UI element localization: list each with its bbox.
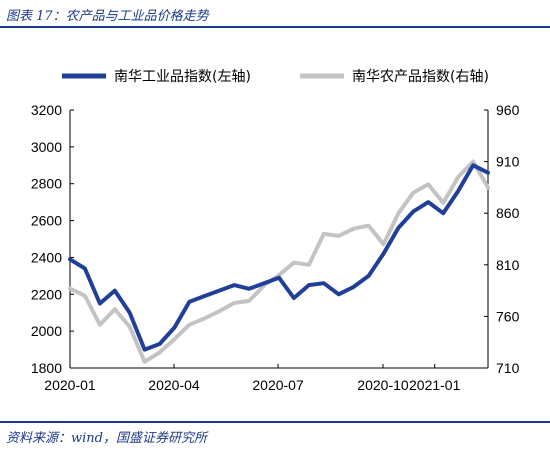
x-tick-label: 2020-04 xyxy=(148,377,200,393)
industrial-point xyxy=(173,326,176,329)
x-tick-label: 2020-10 xyxy=(357,377,409,393)
agricultural-point xyxy=(382,243,385,245)
agricultural-point xyxy=(99,323,101,326)
agricultural-point xyxy=(427,183,430,186)
industrial-point xyxy=(397,227,400,229)
agricultural-point xyxy=(69,287,71,290)
industrial-point xyxy=(472,164,474,167)
right-tick-label: 710 xyxy=(496,360,520,376)
industrial-point xyxy=(382,252,385,255)
plot-area xyxy=(68,159,490,364)
agricultural-point xyxy=(442,202,445,204)
agricultural-point xyxy=(158,351,161,354)
industrial-point xyxy=(218,289,221,292)
industrial-point xyxy=(487,171,489,174)
left-tick-label: 2400 xyxy=(31,249,62,265)
agricultural-point xyxy=(128,325,131,328)
agricultural-point xyxy=(337,235,340,237)
agricultural-point xyxy=(248,300,250,302)
industrial-point xyxy=(99,302,101,305)
industrial-point xyxy=(337,293,340,296)
agricultural-point xyxy=(487,186,489,189)
right-tick-label: 760 xyxy=(496,308,520,324)
industrial-point xyxy=(69,258,71,261)
industrial-point xyxy=(308,284,310,286)
industrial-point xyxy=(248,287,250,290)
source-note: 资料来源：wind，国盛证券研究所 xyxy=(6,431,207,446)
agricultural-point xyxy=(457,176,459,178)
agricultural-point xyxy=(293,261,295,264)
agricultural-point xyxy=(173,338,176,340)
agricultural-point xyxy=(472,160,474,163)
industrial-point xyxy=(322,282,325,285)
left-tick-label: 2200 xyxy=(31,286,62,302)
x-tick-label: 2020-01 xyxy=(44,377,96,393)
industrial-point xyxy=(233,284,236,286)
agricultural-point xyxy=(84,294,86,297)
right-tick-label: 860 xyxy=(496,205,520,221)
agricultural-point xyxy=(322,233,325,235)
agricultural-point xyxy=(143,361,146,363)
agricultural-point xyxy=(278,274,280,276)
industrial-point xyxy=(457,190,459,192)
industrial-point xyxy=(442,212,445,214)
x-tick-label: 2020-07 xyxy=(252,377,304,393)
industrial-point xyxy=(263,282,265,285)
industrial-point xyxy=(203,295,206,297)
industrial-point xyxy=(188,300,191,303)
left-tick-label: 3000 xyxy=(31,139,62,155)
title-divider xyxy=(0,26,550,28)
source-divider xyxy=(0,421,550,423)
x-tick-label: 2021-01 xyxy=(409,377,461,393)
agricultural-series-line xyxy=(68,159,490,364)
agricultural-point xyxy=(203,317,206,320)
industrial-point xyxy=(412,210,415,213)
agricultural-point xyxy=(308,264,310,266)
agricultural-point xyxy=(397,212,400,214)
agricultural-point xyxy=(233,302,236,304)
industrial-point xyxy=(278,276,280,279)
agricultural-point xyxy=(412,191,415,194)
industrial-point xyxy=(427,201,430,203)
axes: 1800 2000 2200 2400 2600 2800 3000 3200 710 760 81… xyxy=(31,102,520,393)
industrial-point xyxy=(158,343,161,345)
right-tick-label: 960 xyxy=(496,102,520,118)
title-bar: 图表 17：农产品与工业品价格走势 xyxy=(0,4,550,26)
industrial-point xyxy=(352,286,355,288)
industrial-series-line xyxy=(68,163,490,352)
left-tick-label: 1800 xyxy=(31,360,62,376)
legend-label-1: 南华农产品指数(右轴) xyxy=(352,69,489,85)
industrial-point xyxy=(367,275,370,277)
legend: 南华工业品指数(左轴) 南华农产品指数(右轴) xyxy=(62,69,489,85)
agricultural-point xyxy=(113,308,116,310)
industrial-point xyxy=(293,297,295,299)
industrial-point xyxy=(143,348,146,351)
right-tick-label: 910 xyxy=(496,154,520,170)
left-tick-label: 3200 xyxy=(31,102,62,118)
agricultural-point xyxy=(367,224,370,227)
right-tick-label: 810 xyxy=(496,257,520,273)
agricultural-point xyxy=(188,323,191,326)
chart-title: 图表 17：农产品与工业品价格走势 xyxy=(6,9,209,24)
left-tick-label: 2800 xyxy=(31,176,62,192)
industrial-point xyxy=(84,267,86,270)
industrial-point xyxy=(128,311,131,314)
agricultural-point xyxy=(352,227,355,230)
agricultural-point xyxy=(218,310,221,313)
left-tick-label: 2600 xyxy=(31,213,62,229)
legend-label-0: 南华工业品指数(左轴) xyxy=(114,69,251,85)
industrial-point xyxy=(113,289,116,292)
left-tick-label: 2000 xyxy=(31,323,62,339)
